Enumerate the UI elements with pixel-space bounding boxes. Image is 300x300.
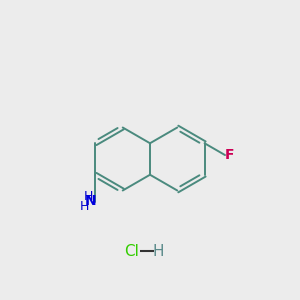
- Text: Cl: Cl: [124, 244, 140, 260]
- Text: H: H: [84, 190, 94, 202]
- Text: F: F: [225, 148, 235, 162]
- Text: H: H: [80, 200, 89, 213]
- Text: H: H: [153, 244, 164, 260]
- Text: N: N: [85, 194, 96, 208]
